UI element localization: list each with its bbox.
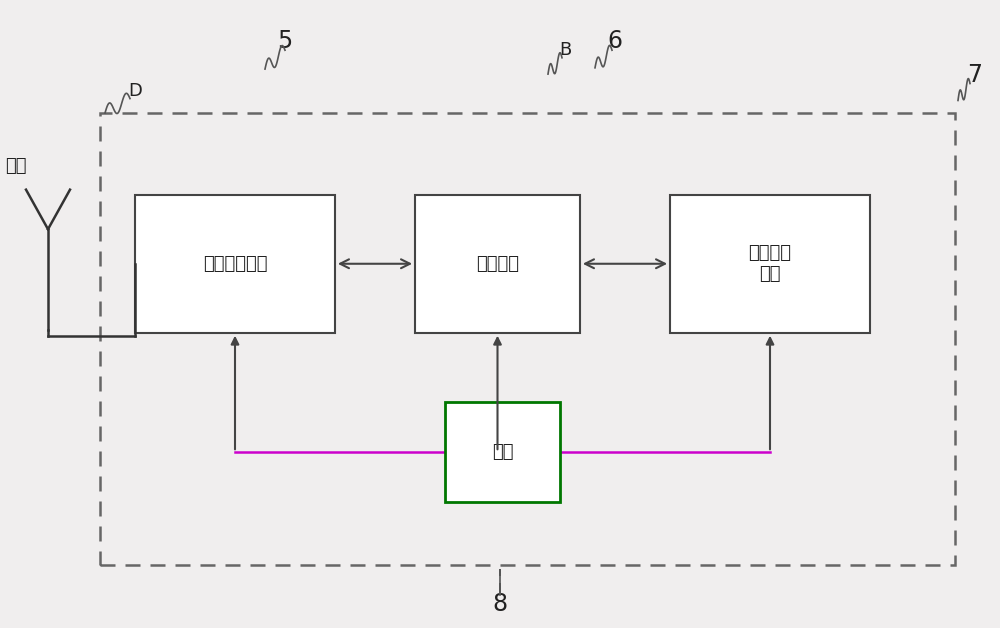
Bar [100,113,955,565]
Text: 微处理器: 微处理器 [476,255,519,273]
Text: 数据存储
单元: 数据存储 单元 [748,244,792,283]
Text: 7: 7 [968,63,982,87]
Text: D: D [128,82,142,100]
Text: 电源: 电源 [492,443,513,461]
Text: 8: 8 [492,592,508,616]
Bar [445,402,560,502]
Text: 天线: 天线 [5,158,26,175]
Bar [415,195,580,333]
Text: 6: 6 [608,29,622,53]
Bar [135,195,335,333]
Text: 5: 5 [277,29,293,53]
Bar [670,195,870,333]
Text: 无线收发模块: 无线收发模块 [203,255,267,273]
Text: B: B [559,41,571,59]
